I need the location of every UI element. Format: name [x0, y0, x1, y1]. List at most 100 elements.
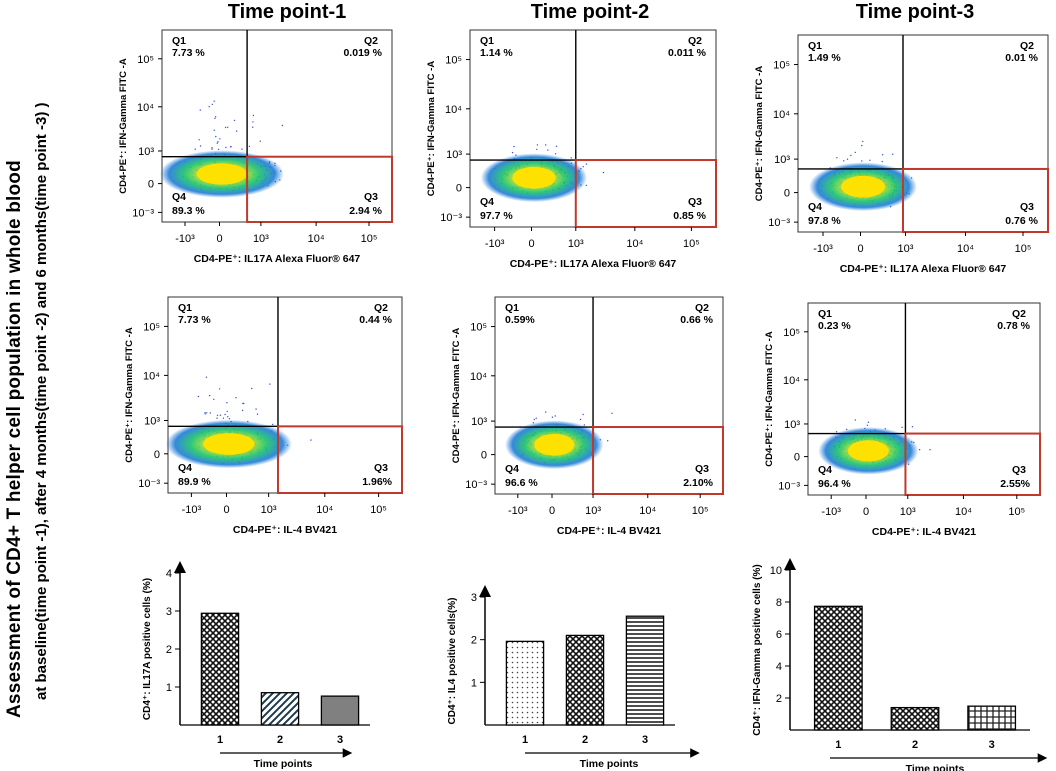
x-tick-label: 0 — [216, 233, 222, 245]
category-label: 2 — [277, 734, 283, 746]
category-label: 1 — [522, 734, 528, 746]
event-dot — [224, 126, 227, 129]
event-dot — [866, 424, 869, 426]
q2-value: 0.44 % — [359, 314, 392, 326]
event-dot — [194, 148, 196, 150]
y-tick-label: 10⁻³ — [138, 478, 160, 490]
q3-gate — [276, 425, 404, 494]
x-axis-label: CD4-PE⁺: IL-4 BV421 — [872, 526, 976, 538]
q3-gate — [902, 167, 1049, 234]
x-tick-label: 10³ — [568, 238, 584, 250]
event-dot — [222, 417, 225, 419]
q4-value: 89.3 % — [172, 205, 205, 217]
event-dot — [585, 163, 588, 165]
event-dot — [225, 146, 227, 149]
y-tick-label: 10⁵ — [445, 55, 462, 67]
event-dot — [218, 388, 221, 390]
event-dot — [243, 402, 245, 405]
q1-value: 7.73 % — [178, 314, 211, 326]
x-tick-label: 10⁴ — [639, 505, 656, 517]
event-dot — [836, 157, 838, 159]
bar-tp-3 — [320, 695, 360, 726]
x-tick-label: 10⁵ — [1008, 506, 1025, 518]
figure-subtitle: at baseline(time point -1), after 4 mont… — [33, 102, 50, 700]
event-dot — [219, 414, 222, 416]
category-label: 3 — [989, 739, 995, 751]
event-dot — [204, 413, 206, 415]
x-axis-label: CD4-PE⁺: IL-4 BV421 — [557, 525, 661, 537]
x-tick-label: 10³ — [585, 505, 601, 517]
event-dot — [199, 109, 201, 111]
event-dot — [227, 126, 229, 128]
y-axis-label: CD4⁺: IL17A positive cells (%) — [142, 578, 153, 720]
q4-value: 96.6 % — [505, 477, 538, 489]
y-tick-label: 10⁵ — [470, 322, 487, 334]
q2-value: 0.019 % — [343, 47, 382, 59]
density-core — [196, 163, 248, 185]
event-dot — [204, 412, 206, 414]
event-dot — [843, 160, 845, 162]
event-dot — [227, 416, 229, 418]
event-dot — [211, 148, 213, 150]
y-tick-label: 10⁴ — [143, 370, 160, 382]
x-tick-label: -10³ — [821, 506, 841, 518]
event-dot — [198, 139, 200, 141]
event-dot — [217, 148, 220, 151]
event-dot — [199, 145, 202, 147]
y-tick-label: 3 — [166, 606, 172, 618]
event-dot — [233, 119, 236, 122]
event-dot — [602, 171, 605, 174]
x-axis-label: Time points — [254, 758, 313, 770]
y-tick-label: 0 — [481, 450, 487, 462]
event-dot — [209, 412, 211, 414]
event-dot — [901, 426, 903, 428]
x-tick-label: 0 — [863, 506, 869, 518]
event-dot — [545, 411, 547, 413]
q2-value: 0.66 % — [680, 314, 713, 326]
category-label: 1 — [835, 739, 841, 751]
event-dot — [867, 421, 870, 423]
q2-value: 0.78 % — [997, 320, 1030, 332]
y-tick-label: 0 — [794, 452, 800, 464]
event-dot — [554, 415, 556, 417]
event-dot — [213, 129, 215, 131]
y-tick-label: 10⁻³ — [768, 217, 790, 229]
event-dot — [197, 395, 200, 398]
event-dot — [214, 117, 216, 120]
event-dot — [216, 414, 219, 416]
y-axis-label: CD4-PE⁺: IFN-Gamma FITC -A — [451, 328, 462, 464]
q3-gate — [904, 432, 1041, 496]
q3-gate — [574, 159, 718, 229]
event-dot — [259, 140, 261, 142]
y-axis-label: CD4⁺: IFN-Gamma positive cells (%) — [752, 564, 763, 735]
event-dot — [570, 157, 572, 159]
event-dot — [241, 409, 244, 412]
x-axis-label: CD4-PE⁺: IL17A Alexa Fluor® 647 — [194, 253, 361, 265]
time-point-2-title: Time point-2 — [531, 1, 650, 23]
q3-label: Q3 — [374, 462, 388, 474]
q3-gate — [592, 426, 724, 495]
event-dot — [513, 145, 515, 148]
event-dot — [854, 419, 856, 421]
density-core — [512, 166, 556, 189]
y-axis-label: CD4-PE⁺: IFN-Gamma FITC -A — [764, 331, 775, 467]
y-tick-label: 0 — [456, 183, 462, 195]
q4-label: Q4 — [505, 463, 519, 475]
y-axis-label: CD4-PE⁺: IFN-Gamma FITC -A — [754, 66, 765, 202]
y-tick-label: 10⁻³ — [778, 480, 800, 492]
flow-plot-r1-tp3: Q11.49 % Q20.01 % Q4 97.8 % Q3 0.76 % 10⁵ 10⁴ 10… — [754, 34, 1049, 275]
event-dot — [929, 449, 931, 451]
event-dot — [216, 417, 218, 419]
category-label: 3 — [337, 734, 343, 746]
flow-plot-r2-tp2: Q10.59% Q20.66 % Q4 96.6 % Q3 2.10% 10⁵ 10⁴ 10³ 0… — [451, 296, 724, 537]
q4-label: Q4 — [808, 201, 822, 213]
y-tick-label: 10⁴ — [470, 371, 487, 383]
y-tick-label: 4 — [166, 568, 172, 580]
event-dot — [226, 410, 228, 413]
q4-value: 97.7 % — [480, 210, 513, 222]
event-dot — [229, 146, 232, 148]
x-tick-label: 10⁴ — [955, 506, 972, 518]
